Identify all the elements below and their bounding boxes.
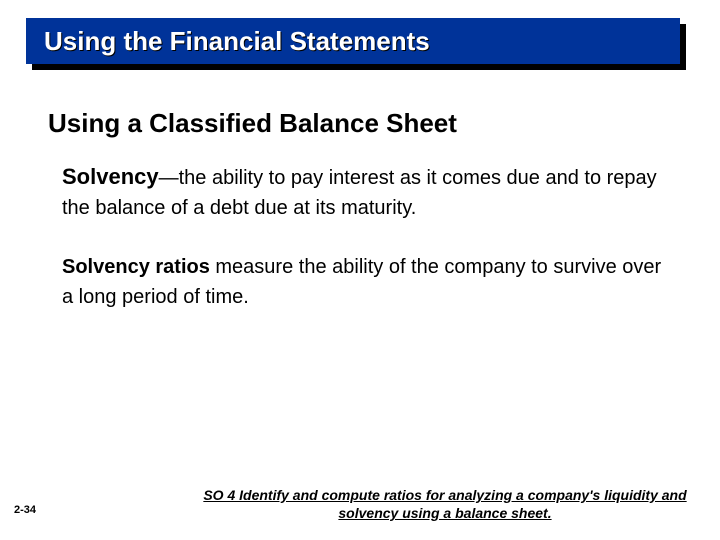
slide-title: Using the Financial Statements xyxy=(44,26,430,57)
term-solvency: Solvency xyxy=(62,164,159,189)
title-bar: Using the Financial Statements xyxy=(26,18,686,70)
title-front: Using the Financial Statements xyxy=(26,18,680,64)
paragraph-1: Solvency—the ability to pay interest as … xyxy=(62,160,672,223)
study-objective-footer: SO 4 Identify and compute ratios for ana… xyxy=(200,486,690,522)
slide-subtitle: Using a Classified Balance Sheet xyxy=(48,108,457,139)
page-number: 2-34 xyxy=(14,504,36,516)
paragraph-2: Solvency ratios measure the ability of t… xyxy=(62,252,672,312)
term-solvency-ratios: Solvency ratios xyxy=(62,256,210,278)
